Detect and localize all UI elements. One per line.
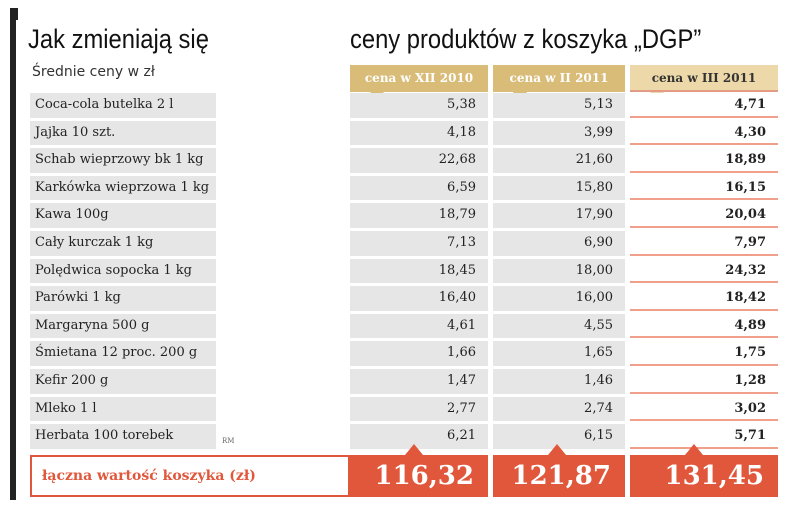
title-right: ceny produktów z koszyka „DGP” [350, 24, 702, 54]
row-label: Polędwica sopocka 1 kg [30, 258, 216, 284]
cell: 7,97 [630, 231, 778, 256]
subtitle: Średnie ceny w zł [32, 64, 155, 80]
cell: 18,79 [350, 203, 488, 228]
cell: 22,68 [350, 148, 488, 173]
cell: 18,00 [493, 258, 625, 284]
title-left: Jak zmieniają się [28, 24, 209, 54]
cell: 1,46 [493, 369, 625, 394]
cell: 1,75 [630, 341, 778, 366]
row-label: Śmietana 12 proc. 200 g [30, 341, 216, 366]
cell: 6,15 [493, 424, 625, 449]
cell: 24,32 [630, 258, 778, 284]
cell: 16,40 [350, 286, 488, 311]
column-header: cena w III 2011 [630, 65, 778, 92]
total: 116,32 [350, 455, 488, 497]
cell: 3,02 [630, 396, 778, 422]
cell: 4,71 [630, 93, 778, 118]
left-rule [10, 8, 16, 500]
cell: 21,60 [493, 148, 625, 173]
row-label: Herbata 100 torebek [30, 424, 216, 449]
cell: 1,65 [493, 341, 625, 366]
cell: 4,89 [630, 313, 778, 339]
cell: 2,74 [493, 396, 625, 422]
total-label: łączna wartość koszyka (zł) [30, 455, 350, 497]
cell: 18,89 [630, 148, 778, 173]
cell: 4,18 [350, 120, 488, 146]
cell: 3,99 [493, 120, 625, 146]
cell: 5,38 [350, 93, 488, 118]
row-label: Parówki 1 kg [30, 286, 216, 311]
cell: 16,15 [630, 175, 778, 201]
total: 131,45 [630, 455, 778, 497]
cell: 7,13 [350, 231, 488, 256]
cell: 1,66 [350, 341, 488, 366]
column-header: cena w II 2011 [493, 65, 625, 92]
cell: 1,28 [630, 369, 778, 394]
row-label: Schab wieprzowy bk 1 kg [30, 148, 216, 173]
cell: 4,61 [350, 313, 488, 339]
credit: RM [222, 437, 235, 445]
column-header: cena w XII 2010 [350, 65, 488, 92]
row-label: Cały kurczak 1 kg [30, 231, 216, 256]
cell: 5,13 [493, 93, 625, 118]
total: 121,87 [493, 455, 625, 497]
cell: 6,90 [493, 231, 625, 256]
cell: 20,04 [630, 203, 778, 228]
cell: 2,77 [350, 396, 488, 422]
row-label: Margaryna 500 g [30, 313, 216, 339]
row-label: Kawa 100g [30, 203, 216, 228]
notch [405, 444, 423, 455]
cell: 18,45 [350, 258, 488, 284]
cell: 17,90 [493, 203, 625, 228]
cell: 16,00 [493, 286, 625, 311]
notch [548, 444, 566, 455]
cell: 1,47 [350, 369, 488, 394]
row-label: Karkówka wieprzowa 1 kg [30, 175, 216, 201]
row-label: Mleko 1 l [30, 396, 216, 422]
notch [685, 444, 703, 455]
cell: 6,21 [350, 424, 488, 449]
row-label: Jajka 10 szt. [30, 120, 216, 146]
cell: 5,71 [630, 424, 778, 449]
row-label: Coca-cola butelka 2 l [30, 93, 216, 118]
cell: 6,59 [350, 175, 488, 201]
cell: 15,80 [493, 175, 625, 201]
row-label: Kefir 200 g [30, 369, 216, 394]
corner [10, 8, 18, 20]
cell: 4,55 [493, 313, 625, 339]
cell: 4,30 [630, 120, 778, 146]
cell: 18,42 [630, 286, 778, 311]
